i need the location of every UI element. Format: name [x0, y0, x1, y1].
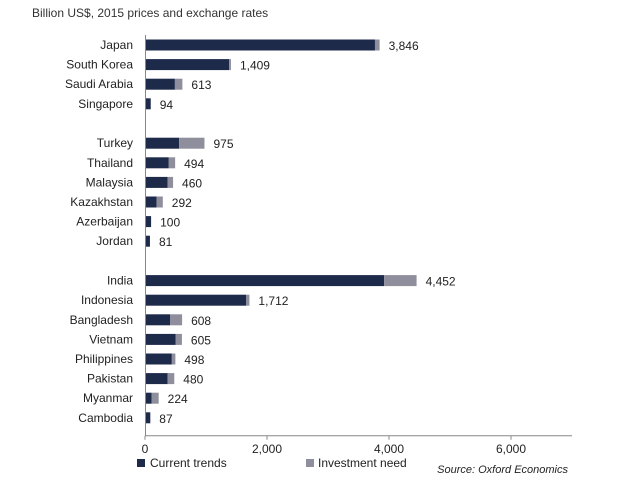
- legend: Current trends Investment need: [137, 456, 407, 470]
- category-label-vietnam: Vietnam: [89, 332, 133, 346]
- bar-current-trends-jordan: [145, 235, 150, 247]
- bar-investment-need-kazakhstan: [156, 196, 163, 208]
- legend-label-current-trends: Current trends: [150, 456, 227, 470]
- value-label-malaysia: 460: [182, 176, 202, 190]
- category-label-turkey: Turkey: [97, 136, 133, 150]
- value-label-jordan: 81: [159, 235, 173, 249]
- category-label-pakistan: Pakistan: [87, 372, 133, 386]
- bar-current-trends-azerbaijan: [145, 216, 152, 228]
- bar-current-trends-pakistan: [145, 373, 168, 385]
- bar-investment-need-japan: [374, 39, 380, 51]
- value-label-azerbaijan: 100: [160, 216, 180, 230]
- bar-current-trends-thailand: [145, 157, 169, 169]
- bar-investment-need-south-korea: [229, 59, 231, 71]
- chart-subtitle: Billion US$, 2015 prices and exchange ra…: [32, 6, 268, 20]
- bar-investment-need-turkey: [179, 137, 205, 149]
- bar-current-trends-vietnam: [145, 333, 176, 345]
- value-label-saudi-arabia: 613: [191, 78, 211, 92]
- value-label-myanmar: 224: [168, 392, 188, 406]
- x-tick-label: 6,000: [496, 442, 526, 456]
- bar-current-trends-indonesia: [145, 294, 247, 306]
- x-tick-label: 4,000: [374, 442, 404, 456]
- bar-current-trends-myanmar: [145, 392, 152, 404]
- legend-swatch-investment-need: [306, 459, 314, 467]
- value-label-thailand: 494: [184, 157, 204, 171]
- bar-investment-need-indonesia: [246, 294, 250, 306]
- bar-investment-need-myanmar: [151, 392, 159, 404]
- bar-investment-need-vietnam: [175, 333, 182, 345]
- value-label-south-korea: 1,409: [240, 59, 270, 73]
- value-label-india: 4,452: [426, 275, 456, 289]
- category-label-bangladesh: Bangladesh: [70, 313, 133, 327]
- category-label-japan: Japan: [100, 38, 133, 52]
- category-label-south-korea: South Korea: [66, 58, 133, 72]
- bar-current-trends-japan: [145, 39, 375, 51]
- bar-current-trends-bangladesh: [145, 314, 171, 326]
- category-label-kazakhstan: Kazakhstan: [70, 195, 133, 209]
- bar-investment-need-malaysia: [167, 176, 174, 188]
- value-label-kazakhstan: 292: [172, 196, 192, 210]
- bar-current-trends-turkey: [145, 137, 180, 149]
- bar-investment-need-bangladesh: [170, 314, 183, 326]
- x-axis: 0 2,000 4,000 6,000: [142, 35, 572, 456]
- bar-current-trends-cambodia: [145, 412, 151, 424]
- bar-investment-need-saudi-arabia: [174, 78, 183, 90]
- legend-swatch-current-trends: [137, 459, 145, 467]
- value-label-turkey: 975: [213, 137, 233, 151]
- category-label-india: India: [107, 274, 133, 288]
- category-label-philippines: Philippines: [75, 352, 133, 366]
- bar-current-trends-india: [145, 275, 385, 287]
- category-label-azerbaijan: Azerbaijan: [76, 215, 133, 229]
- labels-layer: Japan 3,846 South Korea 1,409 Saudi Arabia 61…: [65, 38, 456, 426]
- legend-label-investment-need: Investment need: [318, 456, 407, 470]
- bar-current-trends-malaysia: [145, 176, 168, 188]
- category-label-indonesia: Indonesia: [81, 293, 133, 307]
- source-note: Source: Oxford Economics: [437, 464, 568, 476]
- value-label-cambodia: 87: [159, 412, 173, 426]
- category-label-singapore: Singapore: [78, 97, 133, 111]
- category-label-malaysia: Malaysia: [86, 175, 134, 189]
- bar-investment-need-thailand: [168, 157, 176, 169]
- bar-current-trends-singapore: [145, 98, 151, 110]
- value-label-singapore: 94: [160, 98, 174, 112]
- category-label-saudi-arabia: Saudi Arabia: [65, 77, 133, 91]
- category-label-cambodia: Cambodia: [78, 411, 133, 425]
- bar-current-trends-saudi-arabia: [145, 78, 175, 90]
- value-label-bangladesh: 608: [191, 314, 211, 328]
- category-label-jordan: Jordan: [96, 234, 133, 248]
- bars-layer: [145, 39, 417, 424]
- bar-investment-need-philippines: [171, 353, 176, 365]
- category-label-myanmar: Myanmar: [83, 391, 133, 405]
- bar-current-trends-south-korea: [145, 59, 230, 71]
- x-tick-label: 0: [142, 442, 149, 456]
- value-label-philippines: 498: [184, 353, 204, 367]
- value-label-pakistan: 480: [183, 373, 203, 387]
- bar-investment-need-india: [384, 275, 417, 287]
- bar-investment-need-pakistan: [167, 373, 175, 385]
- value-label-japan: 3,846: [389, 39, 419, 53]
- value-label-indonesia: 1,712: [258, 294, 288, 308]
- x-tick-label: 2,000: [252, 442, 282, 456]
- bar-current-trends-kazakhstan: [145, 196, 157, 208]
- category-label-thailand: Thailand: [87, 156, 133, 170]
- value-label-vietnam: 605: [191, 333, 211, 347]
- bar-current-trends-philippines: [145, 353, 172, 365]
